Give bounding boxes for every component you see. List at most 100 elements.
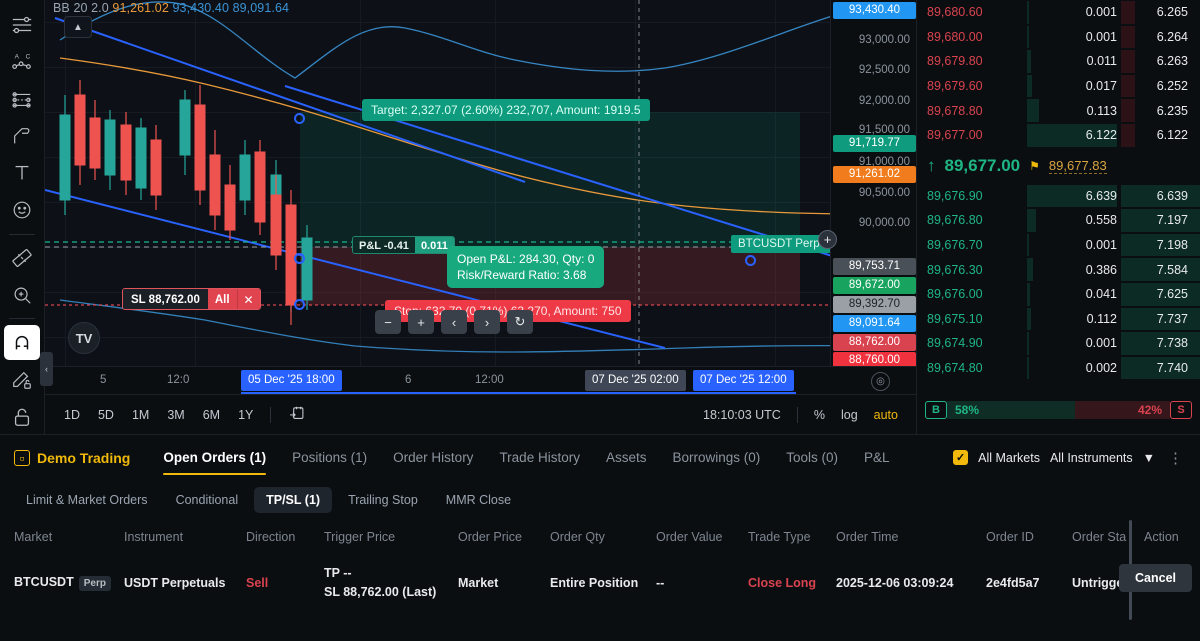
target-label[interactable]: Target: 2,327.07 (2.60%) 232,707, Amount… (362, 99, 650, 121)
col-action: Action (1144, 530, 1179, 544)
cell-instrument: USDT Perpetuals (124, 576, 226, 591)
cancel-order-button[interactable]: Cancel (1119, 564, 1192, 592)
subtab-conditional[interactable]: Conditional (175, 493, 239, 507)
order-book-bid-row[interactable]: 89,676.90 6.639 6.639 (917, 184, 1200, 209)
order-book-ask-row[interactable]: 89,678.80 0.113 6.235 (917, 98, 1200, 123)
brush-icon[interactable] (4, 119, 40, 154)
svg-text:C: C (26, 54, 31, 61)
timeframe-1y[interactable]: 1Y (238, 407, 254, 422)
tab-open-orders[interactable]: Open Orders (1) (150, 438, 279, 477)
target-anchor-handle[interactable] (294, 113, 305, 124)
timeframe-1d[interactable]: 1D (64, 407, 80, 422)
bb-indicator-legend[interactable]: BB 20 2.0 91,261.02 93,430.40 89,091.64 (53, 1, 289, 15)
tab-assets[interactable]: Assets (605, 450, 647, 465)
order-book-bid-row[interactable]: 89,676.80 0.558 7.197 (917, 208, 1200, 233)
tradingview-logo[interactable]: TV (68, 322, 100, 354)
order-book-bid-row[interactable]: 89,674.90 0.001 7.738 (917, 331, 1200, 356)
order-book-bid-row[interactable]: 89,676.70 0.001 7.198 (917, 233, 1200, 258)
zoom-in-icon[interactable] (4, 277, 40, 312)
price-axis[interactable]: 93,000.00 92,500.00 92,000.00 91,500.00 … (830, 0, 916, 369)
zoom-in-button[interactable]: + (408, 310, 434, 334)
ask-price: 89,680.60 (927, 5, 983, 20)
price-badge-last: 89,672.00 (833, 277, 916, 294)
table-row[interactable]: BTCUSDT Perp USDT Perpetuals Sell TP -- S… (0, 554, 1200, 613)
sl-all-button[interactable]: All (207, 289, 237, 309)
order-book-ask-row[interactable]: 89,679.80 0.011 6.263 (917, 49, 1200, 74)
text-tool-icon[interactable] (4, 156, 40, 191)
order-book-ask-row[interactable]: 89,677.00 6.122 6.122 (917, 123, 1200, 148)
tab-positions[interactable]: Positions (1) (292, 450, 368, 465)
mark-price-value[interactable]: 89,677.83 (1048, 157, 1107, 174)
pan-left-button[interactable]: ‹ (441, 310, 467, 334)
pnl-badge[interactable]: P&L -0.41 0.011 (352, 236, 455, 254)
subtab-limit-market-orders[interactable]: Limit & Market Orders (26, 493, 148, 507)
subtab-trailing-stop[interactable]: Trailing Stop (348, 493, 418, 507)
subtab-tp-sl[interactable]: TP/SL (1) (254, 487, 333, 513)
pan-right-button[interactable]: › (474, 310, 500, 334)
fib-retracement-icon[interactable] (4, 82, 40, 117)
time-tick: 5 (100, 374, 107, 386)
zoom-out-button[interactable]: − (375, 310, 401, 334)
emoji-icon[interactable] (4, 193, 40, 228)
timeframe-1m[interactable]: 1M (131, 407, 150, 422)
tab-order-history[interactable]: Order History (393, 450, 474, 465)
order-book-ask-row[interactable]: 89,680.60 0.001 6.265 (917, 0, 1200, 25)
all-instruments-dropdown[interactable]: All Instruments (1049, 450, 1133, 465)
bid-price: 89,676.30 (927, 262, 983, 277)
stop-anchor-handle[interactable] (294, 299, 305, 310)
all-markets-checkbox[interactable]: ✓ (953, 450, 969, 465)
timeframe-3m[interactable]: 3M (167, 407, 185, 422)
order-book-last-price: ↑ 89,677.00 ⚑ 89,677.83 (917, 148, 1200, 184)
tab-pnl[interactable]: P&L (864, 450, 890, 465)
reset-chart-button[interactable]: ↻ (507, 310, 533, 334)
bid-price: 89,676.70 (927, 238, 983, 253)
auto-scale-toggle[interactable]: auto (873, 407, 898, 422)
tab-trade-history[interactable]: Trade History (499, 450, 580, 465)
chart-clock[interactable]: 18:10:03 UTC (703, 407, 781, 422)
price-tick: 90,000.00 (858, 217, 910, 229)
subtab-mmr-close[interactable]: MMR Close (445, 493, 512, 507)
measure-ruler-icon[interactable] (4, 241, 40, 276)
sidebar-collapse-handle[interactable]: ‹ (40, 352, 53, 386)
col-market: Market (14, 530, 53, 544)
goto-date-icon[interactable] (279, 401, 314, 429)
drawing-lock-icon[interactable] (4, 362, 40, 397)
lock-icon[interactable] (4, 399, 40, 434)
percent-scale-toggle[interactable]: % (813, 407, 825, 422)
timezone-icon[interactable]: ◎ (871, 372, 890, 391)
orders-tabbar: ▫ Demo Trading Open Orders (1) Positions… (0, 435, 1200, 480)
entry-anchor-handle[interactable] (294, 253, 305, 264)
magnet-icon[interactable] (4, 325, 40, 361)
order-book-bid-row[interactable]: 89,675.10 0.112 7.737 (917, 307, 1200, 332)
timeframe-5d[interactable]: 5D (97, 407, 114, 422)
cursor-lines-icon[interactable] (4, 8, 40, 43)
chevron-down-icon[interactable]: ▼ (1142, 450, 1155, 465)
timeframe-6m[interactable]: 6M (202, 407, 221, 422)
order-book-ask-row[interactable]: 89,679.60 0.017 6.252 (917, 74, 1200, 99)
demo-trading-indicator[interactable]: ▫ Demo Trading (14, 449, 130, 466)
ask-total: 6.252 (1156, 79, 1188, 94)
col-order-price: Order Price (458, 530, 522, 544)
sl-close-icon[interactable]: ✕ (236, 289, 260, 309)
tab-tools[interactable]: Tools (0) (786, 450, 839, 465)
log-scale-toggle[interactable]: log (840, 407, 858, 422)
time-axis[interactable]: 5 12:0 6 12:00 05 Dec '25 18:00 07 Dec '… (45, 366, 916, 395)
all-markets-label[interactable]: All Markets (978, 450, 1040, 465)
open-pnl-tooltip: Open P&L: 284.30, Qty: 0 Risk/Reward Rat… (447, 246, 605, 289)
bid-qty: 0.002 (1085, 361, 1117, 376)
order-book-bid-row[interactable]: 89,676.30 0.386 7.584 (917, 257, 1200, 282)
collapse-legend-button[interactable]: ▲ (64, 16, 92, 38)
time-range-selection[interactable] (241, 392, 796, 395)
ask-qty: 0.017 (1085, 79, 1117, 94)
order-book-ask-row[interactable]: 89,680.00 0.001 6.264 (917, 25, 1200, 50)
trend-line-abc-icon[interactable]: A C (4, 45, 40, 80)
time-badge-crosshair: 07 Dec '25 02:00 (585, 370, 686, 391)
order-book-bid-row[interactable]: 89,674.80 0.002 7.740 (917, 356, 1200, 381)
position-right-handle[interactable] (745, 255, 756, 266)
add-order-icon[interactable]: + (818, 230, 837, 249)
order-book-bid-row[interactable]: 89,676.00 0.041 7.625 (917, 282, 1200, 307)
order-book: 89,680.60 0.001 6.265 89,680.00 0.001 6.… (916, 0, 1200, 434)
kebab-menu-icon[interactable]: ⋮ (1168, 449, 1183, 467)
tab-borrowings[interactable]: Borrowings (0) (672, 450, 761, 465)
sl-order-label[interactable]: SL 88,762.00 All ✕ (122, 288, 261, 310)
